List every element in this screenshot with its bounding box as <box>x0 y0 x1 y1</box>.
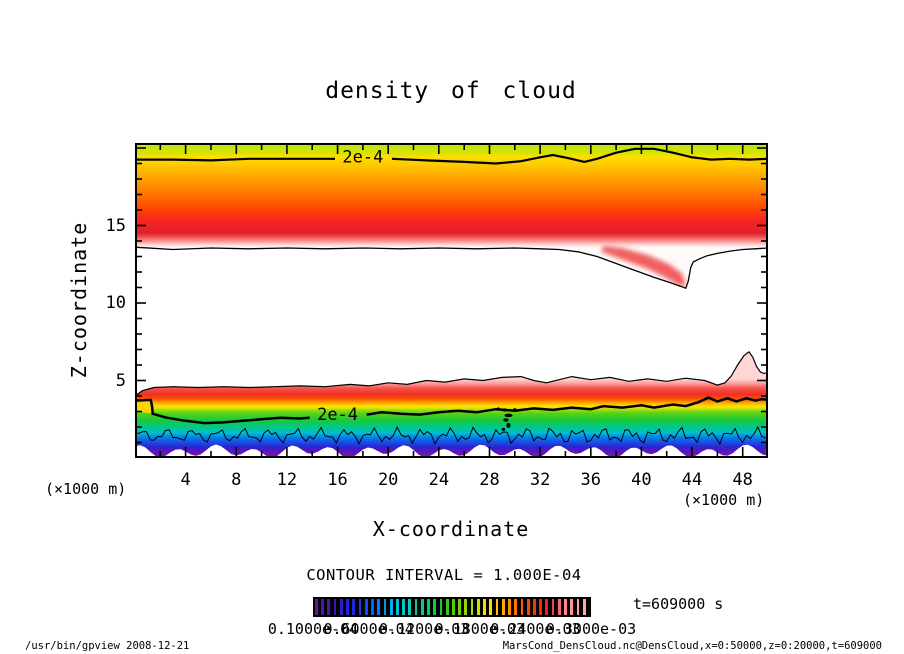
colorbar-strip <box>476 599 480 615</box>
z-tick-label: 10 <box>105 293 126 313</box>
colorbar-tick-labels: 0.1000e-04 0.6000e-04 0.1200e-03 0.1800e-03… <box>0 620 904 640</box>
contour-speck <box>513 408 517 411</box>
colorbar-tick-label: 0.1800e-03 <box>434 620 525 638</box>
x-tick-label: 12 <box>276 470 298 490</box>
colorbar-strip <box>551 599 555 615</box>
chart-title: density of cloud <box>325 78 577 104</box>
colorbar-tick-label: 0.1000e-04 <box>267 620 359 638</box>
colorbar-strip <box>520 599 524 615</box>
colorbar-strip <box>377 599 381 615</box>
contour-line-2e-4-lower <box>135 398 310 425</box>
z-axis-unit: (×1000 m) <box>45 480 127 498</box>
x-tick-label: 20 <box>377 470 399 490</box>
x-tick-label: 40 <box>631 470 652 490</box>
colorbar-tick-label: 0.6000e-04 <box>323 620 414 638</box>
contour-speck <box>496 407 500 410</box>
x-tick-label: 4 <box>180 470 191 490</box>
upper-cloud-band <box>135 143 768 289</box>
lower-cloud-band <box>135 351 768 458</box>
x-tick-label: 24 <box>428 470 450 490</box>
contour-line-2e-4-upper <box>391 147 768 165</box>
colorbar-strip <box>495 599 499 615</box>
colorbar-strip <box>364 599 368 615</box>
colorbar-strip <box>557 599 561 615</box>
colorbar-tick-label: 0.2400e-03 <box>490 620 581 638</box>
colorbar-strip <box>358 599 362 615</box>
z-tick-label: 15 <box>105 215 126 236</box>
contour-label-lower: 2e-4 <box>317 405 358 425</box>
x-axis-unit: (×1000 m) <box>683 491 765 509</box>
colorbar-strip <box>408 599 412 615</box>
colorbar-strip <box>470 599 474 615</box>
colorbar-strip <box>327 599 331 615</box>
colorbar-strip <box>427 599 430 615</box>
upper-band-dip <box>600 245 686 287</box>
contour-line-3e-4-lower <box>135 425 766 446</box>
colorbar-tick-label: 0.1200e-03 <box>379 620 470 638</box>
footer-datasource: MarsCond_DensCloud.nc@DensCloud,x=0:5000… <box>502 640 882 652</box>
time-label: t=609000 s <box>633 595 724 613</box>
colorbar-strip <box>315 599 318 615</box>
colorbar-strip <box>452 599 455 615</box>
contour-line-2e-4-upper <box>135 157 335 162</box>
colorbar-strip <box>321 599 325 615</box>
colorbar-strip <box>395 599 399 615</box>
x-tick-label: 32 <box>529 470 551 490</box>
x-tick-label: 28 <box>479 470 500 490</box>
z-tick-label: 5 <box>115 370 126 391</box>
footer-command-date: /usr/bin/gpview 2008-12-21 <box>25 640 190 652</box>
colorbar-strip <box>433 599 437 615</box>
colorbar-strip <box>489 599 493 615</box>
x-tick-label: 44 <box>681 470 703 490</box>
colorbar-strip <box>532 599 536 615</box>
colorbar <box>313 597 591 617</box>
colorbar-strip <box>545 599 549 615</box>
colorbar-strip <box>339 599 343 615</box>
colorbar-strip <box>346 599 349 615</box>
colorbar-strip <box>420 599 424 615</box>
contour-line-1e-4-lower <box>135 350 768 397</box>
colorbar-strip <box>445 599 449 615</box>
colorbar-strip <box>389 599 393 615</box>
colorbar-strip <box>539 599 542 615</box>
contour-line-2e-4-lower <box>366 396 768 416</box>
contour-label-upper: 2e-4 <box>342 148 383 168</box>
axis-ticks <box>137 145 766 456</box>
contour-interval-text: CONTOUR INTERVAL = 1.000E-04 <box>306 566 582 584</box>
colorbar-strip <box>570 599 574 615</box>
contour-line-1e-4-upper <box>135 246 768 290</box>
colorbar-strip <box>483 599 486 615</box>
colorbar-strip <box>501 599 505 615</box>
x-axis-label: X-coordinate <box>372 517 530 541</box>
colorbar-strip <box>352 599 356 615</box>
colorbar-strip <box>582 599 586 615</box>
colorbar-strip <box>564 599 567 615</box>
colorbar-tick-label: 0.3000e-03 <box>545 620 637 638</box>
colorbar-strip <box>402 599 405 615</box>
colorbar-strip <box>333 599 337 615</box>
colorbar-strip <box>383 599 387 615</box>
contour-speck <box>503 418 509 422</box>
colorbar-strip <box>371 599 374 615</box>
contour-speck <box>504 413 513 418</box>
plot-frame <box>135 143 768 458</box>
colorbar-strip <box>464 599 468 615</box>
colorbar-strip <box>576 599 580 615</box>
colorbar-strip <box>458 599 462 615</box>
x-tick-label: 16 <box>327 470 348 490</box>
colorbar-strip <box>508 599 511 615</box>
lower-band-yellow-patch <box>135 400 153 414</box>
contour-speck <box>501 427 506 431</box>
contour-plot: 2e-4 2e-4 <box>135 143 768 458</box>
colorbar-strip <box>414 599 418 615</box>
contour-speck <box>506 422 511 429</box>
x-tick-label: 8 <box>231 470 242 490</box>
x-tick-label: 48 <box>732 470 753 490</box>
colorbar-strip <box>514 599 518 615</box>
colorbar-strip <box>439 599 443 615</box>
x-tick-label: 36 <box>580 470 601 490</box>
contour-speck <box>501 408 508 412</box>
colorbar-strip <box>526 599 530 615</box>
